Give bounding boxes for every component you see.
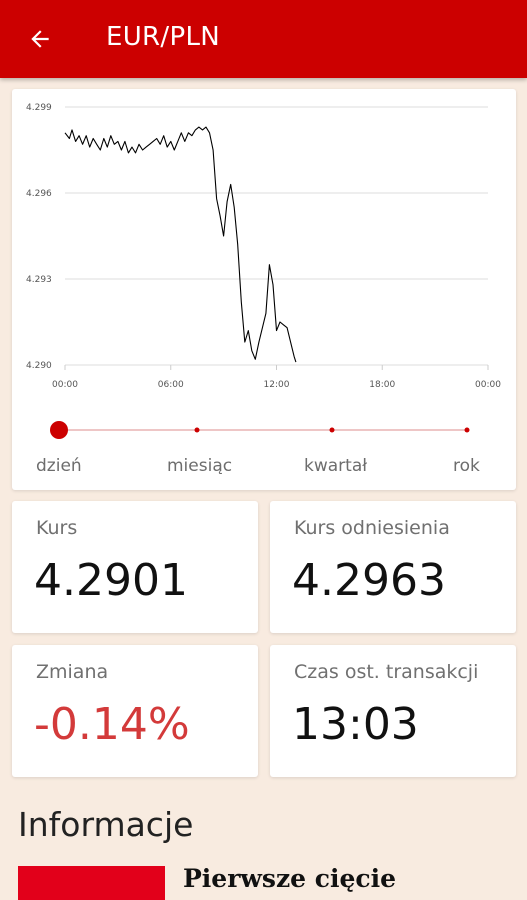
kurs-card: Kurs 4.2901 bbox=[12, 501, 258, 633]
range-dot-kwartal[interactable] bbox=[329, 427, 335, 433]
zmiana-label: Zmiana bbox=[36, 661, 109, 683]
x-tick-label: 00:00 bbox=[52, 380, 78, 390]
kurs-label: Kurs bbox=[36, 517, 78, 539]
news-title[interactable]: Pierwsze cięcie bbox=[183, 864, 397, 893]
czas-value: 13:03 bbox=[292, 699, 419, 750]
x-tick-label: 00:00 bbox=[475, 380, 501, 390]
kurs-odniesienia-card: Kurs odniesienia 4.2963 bbox=[270, 501, 516, 633]
arrow-left-icon bbox=[31, 30, 49, 48]
kurs-value: 4.2901 bbox=[34, 555, 188, 606]
range-dot-miesiac[interactable] bbox=[194, 427, 200, 433]
news-thumbnail[interactable] bbox=[18, 866, 165, 900]
y-tick-label: 4.296 bbox=[26, 189, 52, 199]
kurs-odniesienia-label: Kurs odniesienia bbox=[294, 517, 450, 539]
x-tick-label: 12:00 bbox=[264, 380, 290, 390]
range-option-kwartal[interactable]: kwartał bbox=[304, 456, 368, 476]
app-bar: EUR/PLN bbox=[0, 0, 527, 78]
y-tick-label: 4.290 bbox=[26, 361, 52, 371]
range-option-dzien[interactable]: dzień bbox=[36, 456, 82, 476]
y-tick-label: 4.293 bbox=[26, 275, 52, 285]
czas-card: Czas ost. transakcji 13:03 bbox=[270, 645, 516, 777]
range-knob[interactable] bbox=[50, 421, 68, 439]
x-tick-label: 18:00 bbox=[369, 380, 395, 390]
y-tick-label: 4.299 bbox=[26, 103, 52, 113]
price-chart: 4.299 4.296 4.293 4.290 00:00 06:00 12:00 18:0… bbox=[26, 103, 501, 390]
chart-card: 4.299 4.296 4.293 4.290 00:00 06:00 12:00 18:0… bbox=[12, 89, 516, 490]
range-dot-rok[interactable] bbox=[464, 427, 470, 433]
zmiana-value: -0.14% bbox=[34, 699, 190, 750]
price-line bbox=[64, 126, 297, 363]
page-title: EUR/PLN bbox=[106, 22, 220, 52]
zmiana-card: Zmiana -0.14% bbox=[12, 645, 258, 777]
kurs-odniesienia-value: 4.2963 bbox=[292, 555, 446, 606]
section-title-informacje: Informacje bbox=[18, 805, 194, 844]
range-option-rok[interactable]: rok bbox=[453, 456, 480, 476]
range-option-miesiac[interactable]: miesiąc bbox=[167, 456, 233, 476]
range-slider[interactable] bbox=[12, 411, 516, 451]
czas-label: Czas ost. transakcji bbox=[294, 661, 479, 683]
x-tick-label: 06:00 bbox=[158, 380, 184, 390]
back-button[interactable] bbox=[18, 17, 62, 61]
